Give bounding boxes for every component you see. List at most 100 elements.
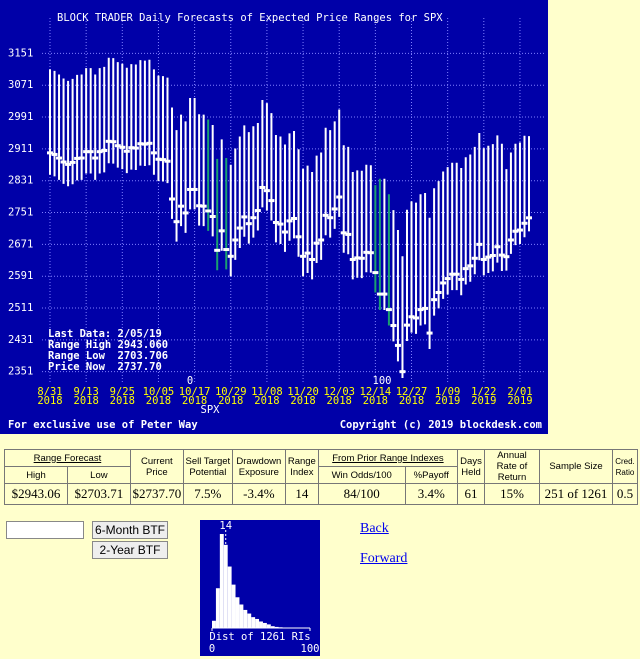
price-mark [164,159,171,163]
x-tick-label: 12/27 2018 [396,386,428,407]
price-mark [336,195,343,199]
price-mark [155,157,162,161]
price-mark [227,254,234,258]
x-tick-label: 11/08 2018 [251,386,283,407]
price-mark [503,255,510,259]
price-mark [78,156,85,160]
price-mark [137,142,144,146]
price-mark [440,281,447,285]
price-mark [444,277,451,281]
price-mark [250,216,257,220]
price-mark [236,226,243,230]
hist-bar [251,617,256,628]
price-mark [408,315,415,319]
footer-left: For exclusive use of Peter Way [8,419,198,431]
price-mark [327,216,334,220]
y-tick-label: 3071 [8,79,33,91]
price-mark [200,204,207,208]
hist-bar [212,620,216,628]
cell: $2703.71 [66,483,131,505]
price-mark [191,187,198,191]
price-mark [83,150,90,154]
price-mark [458,277,465,281]
hist-bar [243,609,248,628]
y-tick-label: 2991 [8,111,33,123]
y-tick-label: 2751 [8,207,33,219]
info-line: Range High 2943.060 [48,339,168,351]
price-mark [241,215,248,219]
price-mark [47,151,53,155]
y-tick-label: 2911 [8,143,33,155]
button[interactable]: 2-Year BTF [92,541,168,559]
price-mark [245,222,252,226]
y-tick-label: 2351 [8,366,33,378]
price-mark [286,219,293,223]
link[interactable]: Forward [360,551,408,566]
cell: 15% [484,483,540,505]
price-mark [354,256,361,260]
price-mark [394,343,401,347]
hist-bar [278,627,283,628]
hist-bar [231,584,236,628]
header: Current Price [129,449,184,484]
info-line: Last Data: 2/05/19 [48,328,162,340]
price-mark [318,238,325,242]
price-mark [512,229,519,233]
footer-right: Copyright (c) 2019 blockdesk.com [340,419,542,431]
price-mark [390,324,397,328]
price-mark [254,209,261,213]
hist-bar [247,613,252,628]
ticker-input[interactable] [6,521,84,539]
price-mark [300,254,307,258]
price-mark [114,144,121,148]
x-tick-label: 11/20 2018 [287,386,319,407]
price-mark [385,308,392,312]
price-mark [494,245,501,249]
x-tick-label: 10/05 2018 [143,386,175,407]
header: Annual Rate of Return [484,449,540,484]
hist-bar [227,566,232,628]
price-mark [101,148,108,152]
link[interactable]: Back [360,521,389,536]
x-tick-label: 0 [209,643,215,655]
price-mark [65,162,72,166]
price-mark [173,220,180,224]
price-mark [417,308,424,312]
header: Sell Target Potential [182,449,233,484]
x-label: SPX [201,404,221,416]
data-row: $2943.06 $2703.71 $2737.70 7.5% -3.4% 14 84/10… [4,483,638,505]
x-tick-label: 12/03 2018 [323,386,355,407]
price-mark [376,292,383,296]
price-mark [128,146,135,150]
price-mark [435,291,442,294]
hist-bar [255,618,260,628]
price-mark [110,140,117,144]
price-mark [295,235,302,239]
x-tick-label: 1/09 2019 [435,386,460,407]
x-tick-label: 1/22 2019 [471,386,496,407]
header: %Payoff [404,466,459,484]
price-mark [281,230,288,234]
header: High [4,466,68,484]
price-mark [453,272,460,276]
price-mark [268,199,275,203]
price-mark [146,141,153,145]
x-tick-label: 9/13 2018 [74,386,99,407]
button[interactable]: 6-Month BTF [92,521,168,539]
price-mark [426,331,433,335]
price-mark [526,216,532,220]
x-tick-label: 100 [301,643,320,655]
price-mark [462,267,469,271]
price-mark [92,156,99,160]
price-mark [187,187,194,191]
cell: 61 [457,483,485,505]
x-tick-label: 8/31 2018 [37,386,62,407]
price-mark [69,160,76,164]
price-mark [87,150,94,154]
price-mark [363,250,370,254]
y-tick-label: 2831 [8,175,33,187]
header: Sample Size [539,449,613,484]
price-mark [345,232,352,236]
price-mark [381,292,388,296]
